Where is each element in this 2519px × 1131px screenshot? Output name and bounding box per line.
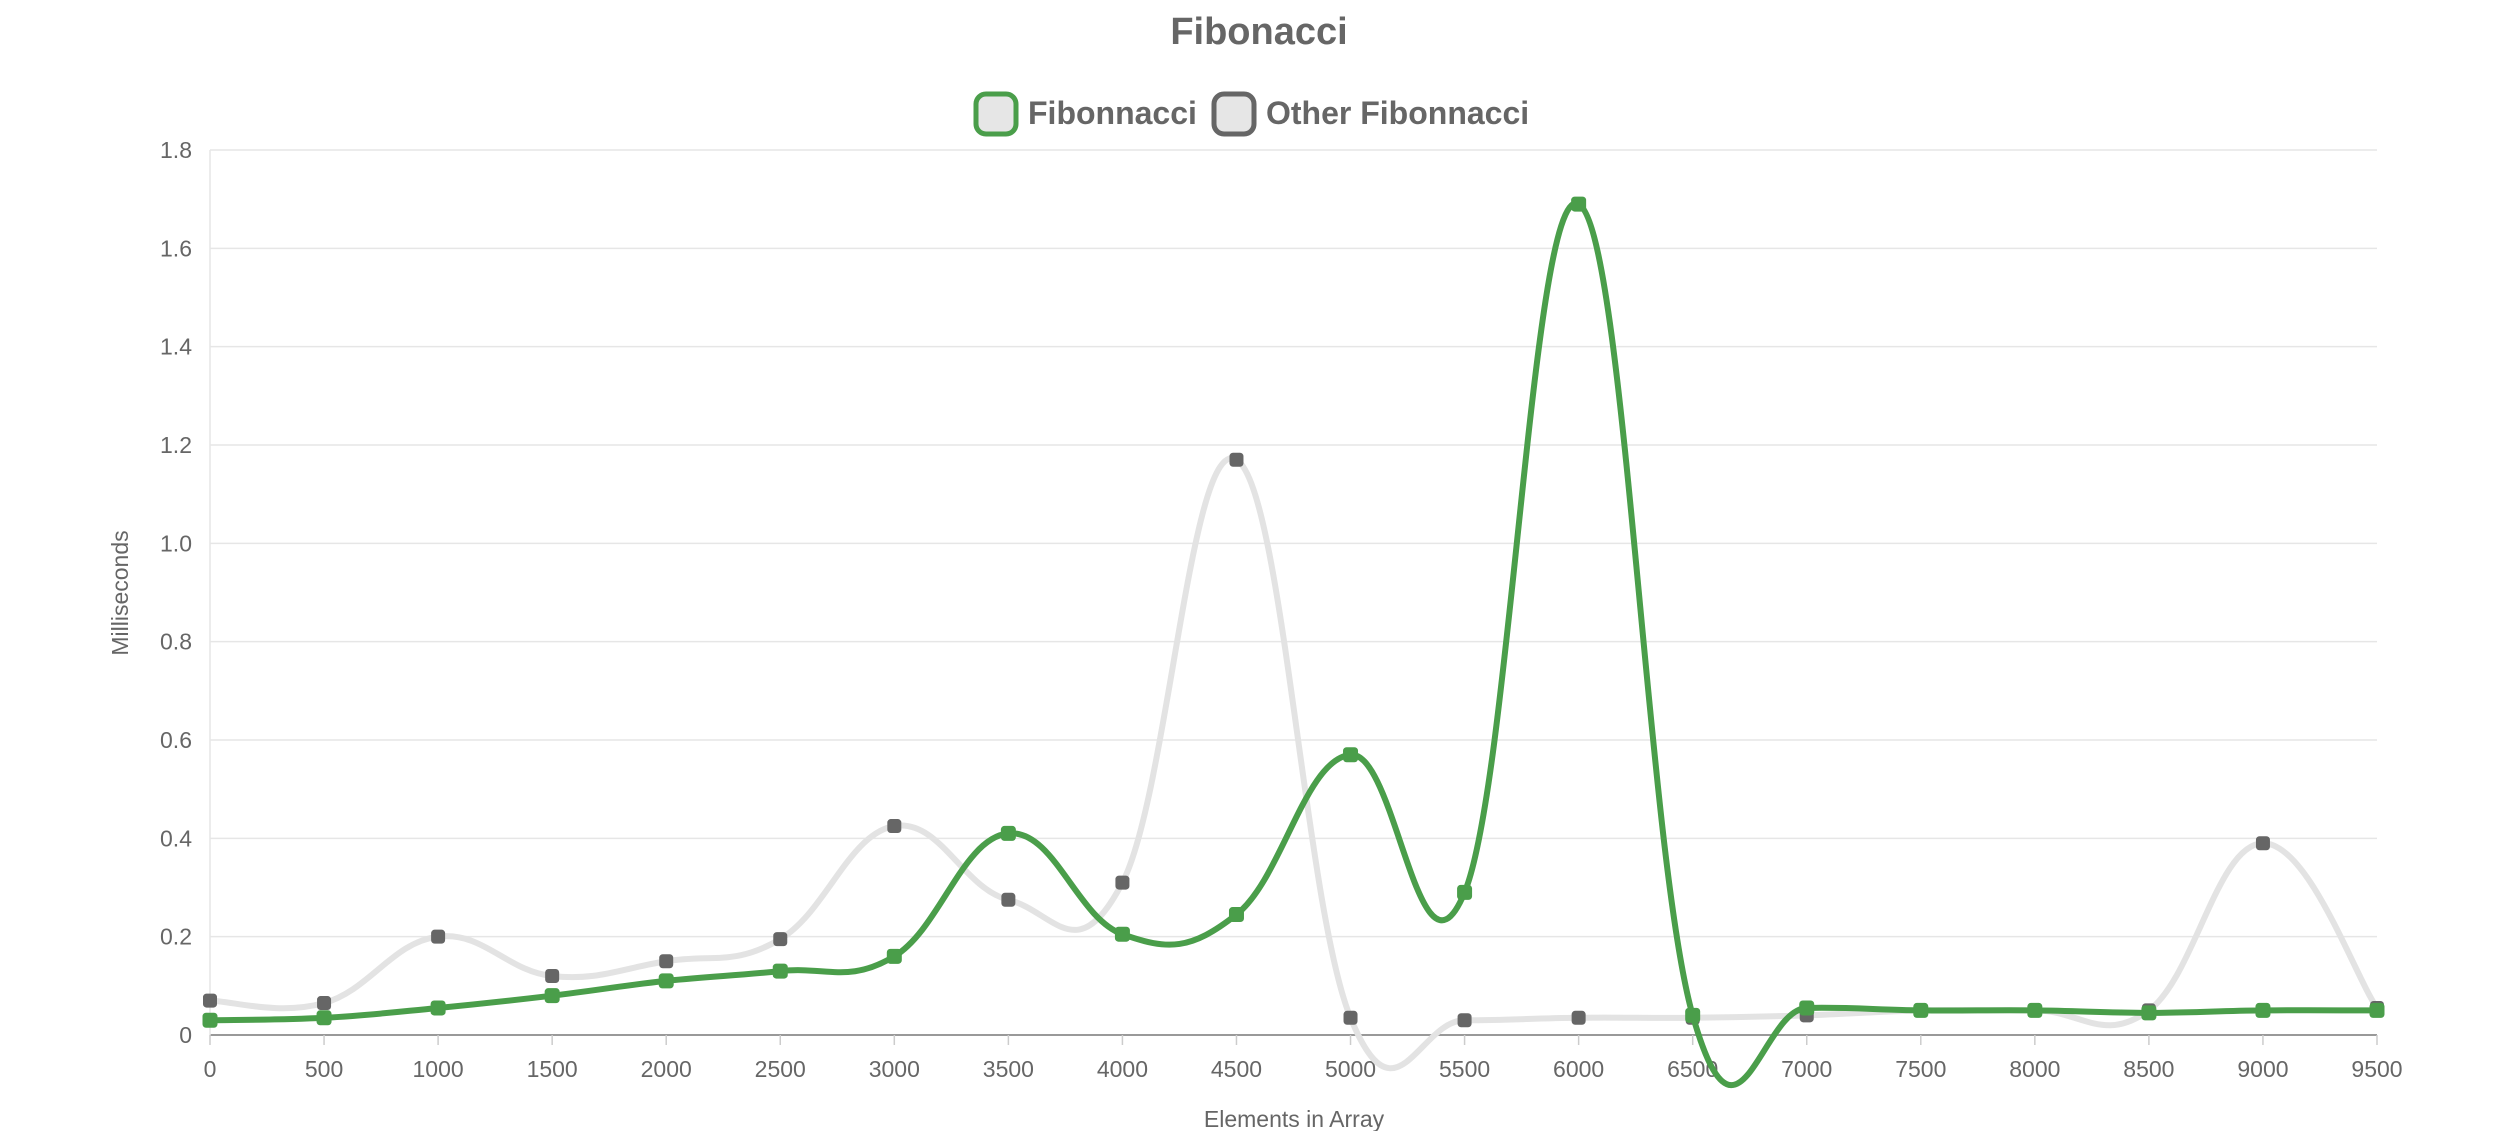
legend-item-other-fibonnacci[interactable]: Other Fibonnacci	[1211, 91, 1529, 137]
y-tick-label: 0.8	[160, 629, 192, 655]
x-tick-label: 3000	[869, 1056, 920, 1082]
x-tick-label: 0	[204, 1056, 217, 1082]
data-point-fibonnacci[interactable]	[1913, 1002, 1929, 1018]
x-tick-label: 2000	[641, 1056, 692, 1082]
data-point-fibonnacci[interactable]	[2255, 1002, 2271, 1018]
x-tick-label: 4000	[1097, 1056, 1148, 1082]
x-tick-label: 9500	[2351, 1056, 2402, 1082]
series-line-fibonnacci	[207, 200, 2380, 1088]
legend-label-fibonnacci: Fibonnacci	[1028, 95, 1197, 131]
y-tick-label: 1.2	[160, 432, 192, 458]
data-point-other-fibonnacci[interactable]	[1115, 875, 1130, 890]
data-point-other-fibonnacci[interactable]	[431, 929, 446, 944]
data-point-fibonnacci[interactable]	[316, 1010, 332, 1026]
data-point-other-fibonnacci[interactable]	[1229, 452, 1244, 467]
x-tick-label: 8000	[2009, 1056, 2060, 1082]
chart-title: Fibonacci	[1170, 11, 1347, 53]
data-point-fibonnacci[interactable]	[2027, 1002, 2043, 1018]
data-point-other-fibonnacci[interactable]	[2255, 836, 2270, 851]
series-fibonnacci	[202, 196, 2385, 1088]
gridlines	[209, 149, 2377, 1036]
data-point-fibonnacci[interactable]	[1571, 196, 1587, 212]
x-tick-label: 7000	[1781, 1056, 1832, 1082]
data-point-other-fibonnacci[interactable]	[659, 954, 674, 969]
data-point-fibonnacci[interactable]	[1000, 825, 1016, 841]
data-point-fibonnacci[interactable]	[772, 963, 788, 979]
data-point-fibonnacci[interactable]	[430, 1000, 446, 1016]
x-tick-label: 9000	[2237, 1056, 2288, 1082]
x-tick-label: 6000	[1553, 1056, 1604, 1082]
y-tick-label: 0.4	[160, 825, 192, 851]
y-tick-label: 1.8	[160, 137, 192, 163]
data-point-fibonnacci[interactable]	[1799, 1000, 1815, 1016]
data-point-fibonnacci[interactable]	[1343, 747, 1359, 763]
data-point-fibonnacci[interactable]	[886, 948, 902, 964]
data-point-fibonnacci[interactable]	[658, 973, 674, 989]
x-axis-ticks: 0 500 1000 1500 2000 2500 3000 3500 4000 4500 5000…	[204, 1035, 2403, 1082]
x-tick-label: 3500	[983, 1056, 1034, 1082]
data-point-fibonnacci[interactable]	[1457, 884, 1473, 900]
x-tick-label: 1500	[527, 1056, 578, 1082]
data-point-fibonnacci[interactable]	[202, 1012, 218, 1028]
legend-swatch-fibonnacci	[973, 91, 1019, 137]
data-point-other-fibonnacci[interactable]	[887, 819, 902, 834]
series-other-fibonnacci	[203, 452, 2384, 1072]
data-point-other-fibonnacci[interactable]	[1343, 1010, 1358, 1025]
data-point-other-fibonnacci[interactable]	[317, 996, 332, 1011]
legend-label-other-fibonnacci: Other Fibonnacci	[1266, 95, 1529, 131]
x-tick-label: 8500	[2123, 1056, 2174, 1082]
x-tick-label: 1000	[413, 1056, 464, 1082]
data-point-fibonnacci[interactable]	[1114, 926, 1130, 942]
data-point-fibonnacci[interactable]	[1228, 907, 1244, 923]
data-point-other-fibonnacci[interactable]	[1571, 1010, 1586, 1025]
x-tick-label: 4500	[1211, 1056, 1262, 1082]
series-line-other-fibonnacci	[207, 455, 2380, 1072]
x-tick-label: 5500	[1439, 1056, 1490, 1082]
x-tick-label: 5000	[1325, 1056, 1376, 1082]
data-point-fibonnacci[interactable]	[544, 988, 560, 1004]
x-tick-label: 2500	[755, 1056, 806, 1082]
legend-item-fibonnacci[interactable]: Fibonnacci	[973, 91, 1197, 137]
y-axis-ticks: 0 0.2 0.4 0.6 0.8 1.0 1.2 1.4 1.6 1.8	[160, 137, 192, 1048]
data-point-other-fibonnacci[interactable]	[545, 969, 560, 983]
data-point-other-fibonnacci[interactable]	[773, 932, 788, 947]
y-tick-label: 0.6	[160, 727, 192, 753]
y-axis-label: Milliseconds	[107, 530, 133, 655]
data-point-fibonnacci[interactable]	[2141, 1005, 2157, 1021]
y-tick-label: 1.4	[160, 334, 192, 360]
series-layer	[202, 196, 2385, 1088]
y-tick-label: 1.0	[160, 530, 192, 556]
legend: Fibonnacci Other Fibonnacci	[973, 91, 1529, 137]
x-tick-label: 7500	[1895, 1056, 1946, 1082]
data-point-fibonnacci[interactable]	[2369, 1002, 2385, 1018]
data-point-fibonnacci[interactable]	[1685, 1007, 1701, 1023]
legend-swatch-other-fibonnacci	[1211, 91, 1257, 137]
y-tick-label: 1.6	[160, 235, 192, 261]
x-tick-label: 500	[305, 1056, 343, 1082]
data-point-other-fibonnacci[interactable]	[1001, 892, 1016, 907]
data-point-other-fibonnacci[interactable]	[1457, 1013, 1472, 1028]
data-point-other-fibonnacci[interactable]	[203, 993, 217, 1008]
y-tick-label: 0.2	[160, 924, 192, 950]
y-tick-label: 0	[179, 1022, 192, 1048]
x-axis-label: Elements in Array	[1204, 1106, 1385, 1131]
